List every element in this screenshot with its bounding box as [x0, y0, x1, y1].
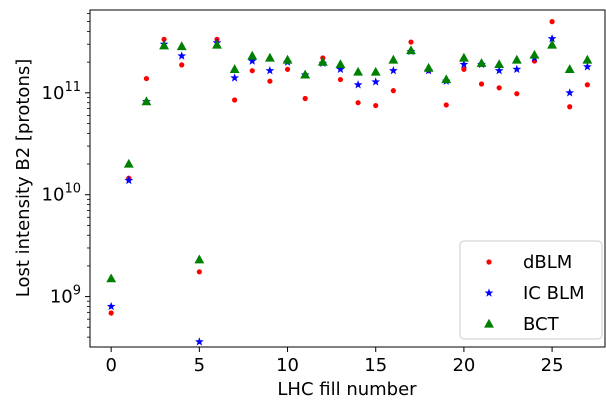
data-point: [143, 75, 150, 82]
data-point: [106, 301, 116, 311]
legend-marker: [484, 288, 494, 297]
y-tick-label: 1011: [42, 80, 81, 104]
data-point: [529, 49, 540, 59]
data-point: [265, 66, 275, 75]
data-point: [232, 97, 238, 103]
legend-label: dBLM: [523, 252, 572, 273]
data-point: [247, 56, 257, 65]
y-axis-ticks: 109 1010 1011: [42, 13, 90, 338]
y-tick-label: 1010: [42, 182, 81, 206]
data-point: [141, 96, 152, 106]
data-point: [300, 69, 311, 79]
data-point: [584, 82, 590, 88]
plot-area: [106, 19, 593, 346]
data-point: [511, 54, 522, 64]
data-point: [476, 58, 487, 67]
legend: dBLM IC BLM BCT: [459, 240, 603, 340]
data-point: [194, 254, 205, 264]
data-point: [423, 62, 434, 72]
x-axis-title: LHC fill number: [277, 379, 417, 400]
data-point: [567, 104, 573, 110]
data-point: [512, 64, 522, 74]
data-point: [406, 45, 416, 55]
series-bct: [106, 39, 593, 283]
x-tick-label: 0: [105, 355, 116, 376]
data-point: [461, 66, 467, 72]
data-point: [564, 64, 575, 73]
data-point: [547, 39, 558, 49]
data-point: [494, 66, 504, 75]
data-point: [547, 34, 557, 43]
data-point: [373, 102, 379, 109]
data-point: [408, 39, 414, 45]
data-point: [196, 269, 202, 275]
data-point: [267, 78, 273, 84]
data-point: [230, 73, 239, 82]
data-point: [353, 66, 364, 76]
data-point: [123, 158, 134, 168]
x-tick-label: 10: [276, 355, 299, 376]
data-point: [176, 41, 187, 51]
data-point: [459, 59, 469, 69]
data-point: [282, 54, 293, 64]
data-point: [371, 77, 381, 86]
data-point: [249, 68, 255, 74]
data-point: [458, 52, 469, 62]
data-point: [302, 95, 308, 102]
data-point: [582, 54, 593, 64]
data-point: [353, 80, 363, 89]
data-point: [229, 64, 240, 73]
data-point: [478, 81, 485, 87]
data-point: [161, 36, 167, 42]
data-point: [565, 88, 575, 97]
data-point: [317, 56, 328, 66]
data-point: [177, 51, 187, 60]
data-point: [582, 62, 592, 71]
data-point: [337, 76, 344, 83]
legend-marker: [484, 318, 494, 328]
data-point: [179, 62, 185, 68]
x-tick-label: 5: [194, 355, 205, 376]
legend-label: BCT: [523, 314, 560, 335]
data-point: [443, 102, 449, 108]
data-point: [441, 74, 452, 84]
data-point: [370, 66, 381, 76]
y-axis-title: Lost intensity B2 [protons]: [13, 59, 34, 298]
data-point: [388, 54, 399, 64]
data-point: [264, 52, 275, 62]
data-point: [284, 66, 291, 72]
x-tick-label: 20: [452, 355, 475, 376]
data-point: [159, 40, 170, 50]
series-dblm: [108, 19, 590, 316]
y-tick-label: 109: [50, 284, 81, 308]
data-point: [108, 310, 114, 316]
data-point: [549, 19, 555, 25]
data-point: [212, 39, 222, 49]
legend-box: [459, 240, 603, 340]
data-point: [514, 91, 520, 97]
x-tick-label: 25: [541, 355, 564, 376]
x-axis-ticks: 0 5 10 15 20 25: [105, 347, 564, 376]
data-point: [106, 273, 117, 283]
x-tick-label: 15: [364, 355, 387, 376]
data-point: [247, 50, 258, 60]
plot-frame: [89, 9, 606, 348]
data-point: [124, 175, 134, 185]
data-point: [496, 85, 502, 91]
legend-label: IC BLM: [523, 283, 585, 304]
data-point: [194, 337, 204, 346]
data-point: [335, 59, 346, 69]
data-point: [355, 100, 361, 106]
data-point: [390, 88, 396, 94]
data-point: [336, 64, 345, 74]
data-point: [388, 66, 398, 75]
legend-marker: [486, 259, 492, 265]
data-point: [494, 59, 505, 69]
